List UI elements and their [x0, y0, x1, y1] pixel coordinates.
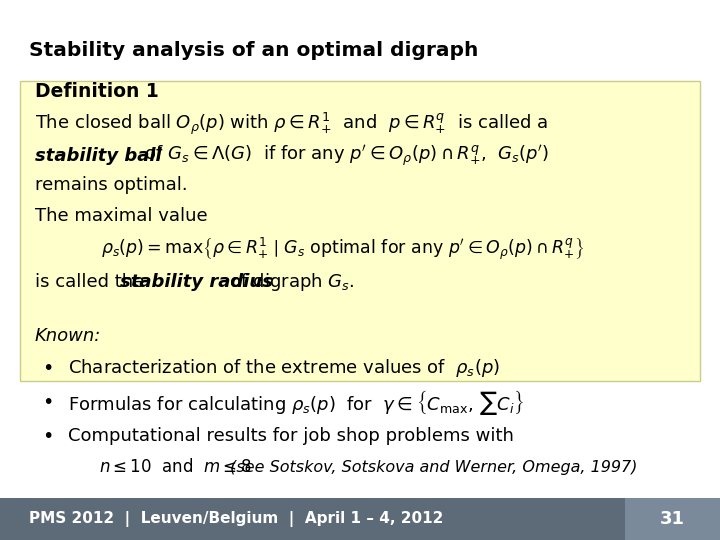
Text: of $G_s \in \Lambda(G)$  if for any $p' \in O_{\rho}(p) \cap R^{q}_{+}$,  $G_s(p: of $G_s \in \Lambda(G)$ if for any $p' \…	[139, 143, 549, 168]
Text: •: •	[42, 427, 53, 446]
Text: Stability analysis of an optimal digraph: Stability analysis of an optimal digraph	[29, 40, 478, 59]
Text: $n \leq 10$  and  $m \leq 8$: $n \leq 10$ and $m \leq 8$	[99, 458, 252, 476]
Text: (see Sotskov, Sotskova and Werner, Omega, 1997): (see Sotskov, Sotskova and Werner, Omega…	[225, 460, 638, 475]
Text: The closed ball $O_{\rho}(p)$ with $\rho \in R^{1}_{+}$  and  $p \in R^{q}_{+}$ : The closed ball $O_{\rho}(p)$ with $\rho…	[35, 111, 547, 137]
Text: Computational results for job shop problems with: Computational results for job shop probl…	[68, 427, 514, 446]
Bar	[0, 498, 625, 540]
Text: 31: 31	[660, 510, 685, 528]
Text: remains optimal.: remains optimal.	[35, 176, 187, 194]
Text: of digraph $G_s$.: of digraph $G_s$.	[224, 272, 354, 293]
Text: stability radius: stability radius	[120, 273, 272, 292]
Text: $\rho_s(p) = \max\left\{\rho \in R^{1}_{+} \mid G_s\ \mathrm{optimal\ for\ any}\: $\rho_s(p) = \max\left\{\rho \in R^{1}_{…	[101, 235, 584, 261]
Text: Known:: Known:	[35, 327, 101, 345]
Text: Definition 1: Definition 1	[35, 82, 158, 102]
Bar	[625, 498, 720, 540]
Text: •: •	[42, 393, 53, 412]
Text: is called the: is called the	[35, 273, 150, 292]
Text: The maximal value: The maximal value	[35, 207, 207, 225]
Text: stability ball: stability ball	[35, 146, 161, 165]
Text: •: •	[42, 359, 53, 378]
FancyBboxPatch shape	[20, 81, 700, 381]
Text: Formulas for calculating $\rho_s(p)$  for  $\gamma \in \left\{C_{\max},\,\sum C_: Formulas for calculating $\rho_s(p)$ for…	[68, 388, 524, 417]
Text: PMS 2012  |  Leuven/Belgium  |  April 1 – 4, 2012: PMS 2012 | Leuven/Belgium | April 1 – 4,…	[29, 511, 444, 527]
Text: Characterization of the extreme values of  $\rho_s(p)$: Characterization of the extreme values o…	[68, 357, 500, 379]
